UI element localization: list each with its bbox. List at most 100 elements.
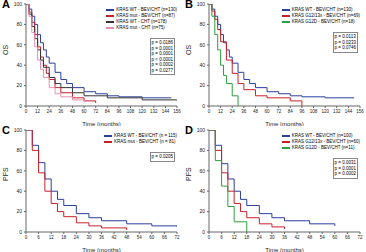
svg-text:60: 60 xyxy=(332,235,338,240)
svg-text:96: 96 xyxy=(299,109,305,114)
svg-text:OS: OS xyxy=(185,45,192,55)
svg-text:54: 54 xyxy=(320,235,326,240)
svg-text:12: 12 xyxy=(35,109,41,114)
html-text:KRAS WT - CHT (n=178): KRAS WT - CHT (n=178) xyxy=(116,19,167,24)
svg-text:60: 60 xyxy=(82,109,88,114)
html-text:p = 0.0233: p = 0.0233 xyxy=(334,39,356,45)
svg-text:108: 108 xyxy=(127,109,135,114)
svg-text:120: 120 xyxy=(138,109,146,114)
html-text:p = 0.0001: p = 0.0001 xyxy=(151,51,173,56)
svg-text:132: 132 xyxy=(150,109,158,114)
html-text:KRAS mut - BEV/CHT (n=87): KRAS mut - BEV/CHT (n=87) xyxy=(116,13,176,18)
html-text:KRAS mut - CHT (n=75): KRAS mut - CHT (n=75) xyxy=(116,25,165,30)
svg-text:36: 36 xyxy=(282,235,288,240)
svg-text:72: 72 xyxy=(276,109,282,114)
svg-text:20: 20 xyxy=(16,208,22,214)
svg-text:42: 42 xyxy=(112,235,118,240)
svg-text:48: 48 xyxy=(70,109,76,114)
svg-text:156: 156 xyxy=(173,109,181,114)
svg-text:30: 30 xyxy=(86,235,92,240)
svg-text:48: 48 xyxy=(307,235,313,240)
svg-text:40: 40 xyxy=(16,188,22,194)
svg-text:54: 54 xyxy=(137,235,143,240)
html-text:p = 0.0002: p = 0.0002 xyxy=(151,62,173,67)
svg-text:Time (months): Time (months) xyxy=(82,121,120,126)
svg-text:30: 30 xyxy=(269,235,275,240)
svg-text:20: 20 xyxy=(16,82,22,88)
svg-text:24: 24 xyxy=(230,109,236,114)
svg-text:72: 72 xyxy=(357,235,358,240)
html-text:p = 0.0186: p = 0.0186 xyxy=(151,40,173,45)
html-text:p < 0.0001: p < 0.0001 xyxy=(151,56,173,62)
svg-text:42: 42 xyxy=(295,235,301,240)
html-text:p = 0.0001: p = 0.0001 xyxy=(334,165,356,171)
svg-text:66: 66 xyxy=(162,235,168,240)
svg-text:OS: OS xyxy=(8,45,9,55)
svg-text:12: 12 xyxy=(218,109,224,114)
svg-text:84: 84 xyxy=(288,109,294,114)
svg-text:6: 6 xyxy=(220,235,223,240)
svg-text:36: 36 xyxy=(99,235,105,240)
svg-text:60: 60 xyxy=(199,168,205,174)
svg-text:20: 20 xyxy=(199,82,205,88)
svg-text:40: 40 xyxy=(16,62,22,68)
svg-text:24: 24 xyxy=(47,109,53,114)
svg-text:36: 36 xyxy=(241,109,247,114)
svg-text:60: 60 xyxy=(265,109,271,114)
html-text:C: C xyxy=(2,124,10,136)
svg-text:96: 96 xyxy=(116,109,122,114)
svg-text:40: 40 xyxy=(199,188,205,194)
html-text:D: D xyxy=(185,124,193,136)
svg-text:66: 66 xyxy=(345,235,351,240)
svg-text:132: 132 xyxy=(333,109,341,114)
svg-text:156: 156 xyxy=(356,109,358,114)
svg-text:60: 60 xyxy=(16,42,22,48)
svg-text:0: 0 xyxy=(208,235,211,240)
svg-text:36: 36 xyxy=(58,109,64,114)
svg-text:48: 48 xyxy=(253,109,259,114)
svg-text:0: 0 xyxy=(25,109,28,114)
svg-text:84: 84 xyxy=(105,109,111,114)
svg-text:Time (months): Time (months) xyxy=(82,247,120,252)
svg-text:6: 6 xyxy=(37,235,40,240)
svg-text:PFS: PFS xyxy=(185,167,192,181)
html-text:KRAS WT - BEV/CHT (n=130): KRAS WT - BEV/CHT (n=130) xyxy=(116,7,177,12)
svg-text:144: 144 xyxy=(162,109,170,114)
svg-text:108: 108 xyxy=(310,109,318,114)
svg-text:100: 100 xyxy=(197,127,206,133)
svg-text:PFS: PFS xyxy=(8,167,9,181)
svg-text:12: 12 xyxy=(49,235,55,240)
svg-text:20: 20 xyxy=(199,208,205,214)
svg-text:72: 72 xyxy=(174,235,180,240)
svg-text:120: 120 xyxy=(321,109,329,114)
svg-text:0: 0 xyxy=(202,229,205,235)
html-text:p = 0.0277: p = 0.0277 xyxy=(151,67,173,73)
svg-text:144: 144 xyxy=(345,109,353,114)
svg-text:80: 80 xyxy=(16,21,22,27)
svg-text:100: 100 xyxy=(14,127,23,133)
svg-text:60: 60 xyxy=(149,235,155,240)
svg-text:0: 0 xyxy=(208,109,211,114)
svg-text:0: 0 xyxy=(202,103,205,109)
svg-text:24: 24 xyxy=(74,235,80,240)
svg-text:100: 100 xyxy=(197,1,206,7)
svg-text:Time (months): Time (months) xyxy=(265,121,303,126)
svg-text:48: 48 xyxy=(124,235,130,240)
svg-text:60: 60 xyxy=(16,168,22,174)
svg-text:100: 100 xyxy=(14,1,23,7)
svg-text:40: 40 xyxy=(199,62,205,68)
svg-text:60: 60 xyxy=(199,42,205,48)
svg-text:18: 18 xyxy=(61,235,67,240)
svg-text:0: 0 xyxy=(19,229,22,235)
svg-text:80: 80 xyxy=(199,147,205,153)
svg-text:24: 24 xyxy=(257,235,263,240)
svg-text:72: 72 xyxy=(93,109,99,114)
svg-text:18: 18 xyxy=(244,235,250,240)
svg-text:80: 80 xyxy=(16,147,22,153)
svg-text:0: 0 xyxy=(25,235,28,240)
html-text:p = 0.0001: p = 0.0001 xyxy=(151,45,173,51)
svg-text:Time (months): Time (months) xyxy=(265,247,303,252)
svg-text:0: 0 xyxy=(19,103,22,109)
svg-text:12: 12 xyxy=(232,235,238,240)
svg-text:80: 80 xyxy=(199,21,205,27)
